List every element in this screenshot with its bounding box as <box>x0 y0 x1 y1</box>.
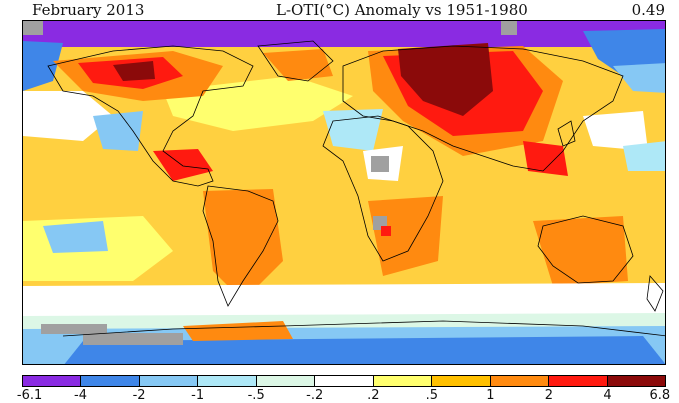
continent-outlines <box>47 40 665 337</box>
south-america-warm <box>203 189 283 301</box>
legend-swatch <box>432 376 491 386</box>
arctic-cold-band <box>23 21 665 47</box>
antarctica-outline <box>62 320 665 337</box>
legend-swatch <box>607 376 665 386</box>
global-mean-value: 0.49 <box>631 1 665 19</box>
missing-data-patch <box>23 21 43 35</box>
legend-swatch <box>139 376 199 386</box>
legend-swatch <box>315 376 374 386</box>
legend-tick-label: -6.1 <box>16 388 43 403</box>
canada-extreme <box>113 61 155 81</box>
missing-data-patch <box>501 21 517 35</box>
africa-hot-spot <box>381 226 391 236</box>
southern-ocean-neutral <box>23 283 665 321</box>
siberia-extreme <box>398 43 493 116</box>
australia-outline <box>537 215 634 284</box>
east-asia-hot <box>523 141 568 176</box>
legend-tick-label: -.5 <box>247 388 265 403</box>
legend-tick-label: .5 <box>425 388 439 403</box>
atlantic-cool <box>323 109 383 151</box>
missing-data-patch <box>371 156 389 172</box>
legend-swatch <box>256 376 316 386</box>
anomaly-map-svg <box>23 21 665 364</box>
legend-swatch <box>373 376 433 386</box>
map-title: L-OTI(°C) Anomaly vs 1951-1980 <box>276 1 528 19</box>
new-zealand-outline <box>646 275 664 312</box>
legend-swatch <box>490 376 550 386</box>
north-pacific-neutral <box>23 91 113 141</box>
south-pacific-cool <box>43 221 108 253</box>
legend-swatch <box>198 376 257 386</box>
west-pacific-neutral <box>583 111 648 151</box>
anomaly-map <box>22 20 666 365</box>
legend-tick-label: 4 <box>603 388 612 403</box>
west-pacific-cool <box>623 141 665 171</box>
arctic-cool-region <box>613 63 665 93</box>
legend-tick-label: -4 <box>74 388 88 403</box>
legend-swatch <box>81 376 140 386</box>
pacific-cool <box>93 111 143 151</box>
south-america-outline <box>202 185 279 307</box>
legend-tick-label: 2 <box>544 388 554 403</box>
legend-tick-label: 6.8 <box>649 388 671 403</box>
missing-data-patch <box>83 333 183 345</box>
eurasia-outline <box>342 45 624 172</box>
missing-data-patch <box>41 324 107 334</box>
legend-tick-label: -1 <box>191 388 205 403</box>
greenland-warm <box>263 49 333 81</box>
legend-tick-label: .2 <box>367 388 380 403</box>
legend-swatch <box>549 376 608 386</box>
legend-tick-label: -.2 <box>306 388 324 403</box>
north-pacific-cold <box>23 41 63 91</box>
greenland-outline <box>257 40 334 82</box>
central-america-hot <box>153 149 213 181</box>
japan-outline <box>557 120 576 147</box>
legend-swatch <box>23 376 82 386</box>
color-scale-legend <box>22 375 666 387</box>
antarctic-cold <box>64 336 665 364</box>
legend-tick-label: -2 <box>132 388 146 403</box>
month-label: February 2013 <box>32 1 145 19</box>
north-america-outline <box>47 45 254 187</box>
legend-tick-label: 1 <box>486 388 495 403</box>
antarctic-peninsula-warm <box>183 321 293 341</box>
